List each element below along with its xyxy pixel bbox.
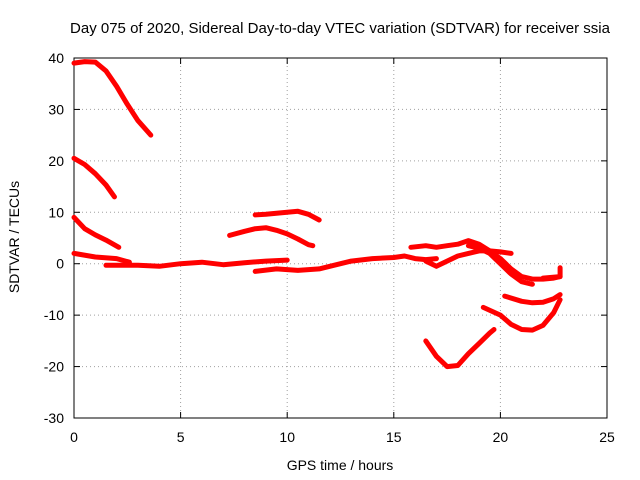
x-tick-label: 0 — [70, 429, 78, 445]
y-tick-label: 20 — [48, 153, 64, 169]
y-axis-label: SDTVAR / TECUs — [6, 181, 22, 293]
series-line-arc-14 — [423, 327, 497, 370]
y-tick-label: -10 — [44, 307, 64, 323]
x-tick-label: 5 — [177, 429, 185, 445]
y-tick-label: -30 — [44, 410, 64, 426]
series-line-arc-8 — [252, 253, 439, 274]
series-line-arc-2 — [71, 155, 117, 200]
series-line-arc-7 — [252, 208, 322, 223]
plot-frame — [73, 57, 608, 419]
series-line-arc-3 — [71, 214, 122, 250]
series-line-arc-4 — [71, 250, 132, 265]
series-line-arc-5 — [103, 257, 290, 269]
x-tick-label: 20 — [493, 429, 509, 445]
y-tick-label: -20 — [44, 359, 64, 375]
x-tick-label: 10 — [279, 429, 295, 445]
x-tick-label: 15 — [386, 429, 402, 445]
grid-lines — [74, 58, 607, 418]
series-line-arc-6 — [227, 225, 316, 249]
series-line-arc-1 — [71, 59, 154, 138]
series-line-arc-11 — [465, 243, 535, 287]
data-series — [71, 59, 563, 370]
chart-title: Day 075 of 2020, Sidereal Day-to-day VTE… — [70, 20, 611, 37]
x-axis-label: GPS time / hours — [287, 457, 394, 473]
y-tick-label: 30 — [48, 101, 64, 117]
series-line-arc-13 — [480, 297, 563, 333]
axis-ticks: 0 5 10 15 20 25 -30 -20 -10 0 10 20 30 40 — [44, 50, 615, 445]
x-tick-label: 25 — [599, 429, 615, 445]
series-line-arc-10 — [423, 248, 514, 269]
series-line-arc-15 — [540, 265, 563, 281]
y-tick-label: 10 — [48, 204, 64, 220]
y-tick-label: 40 — [48, 50, 64, 66]
y-tick-label: 0 — [56, 256, 64, 272]
series-line-arc-12 — [502, 292, 563, 306]
